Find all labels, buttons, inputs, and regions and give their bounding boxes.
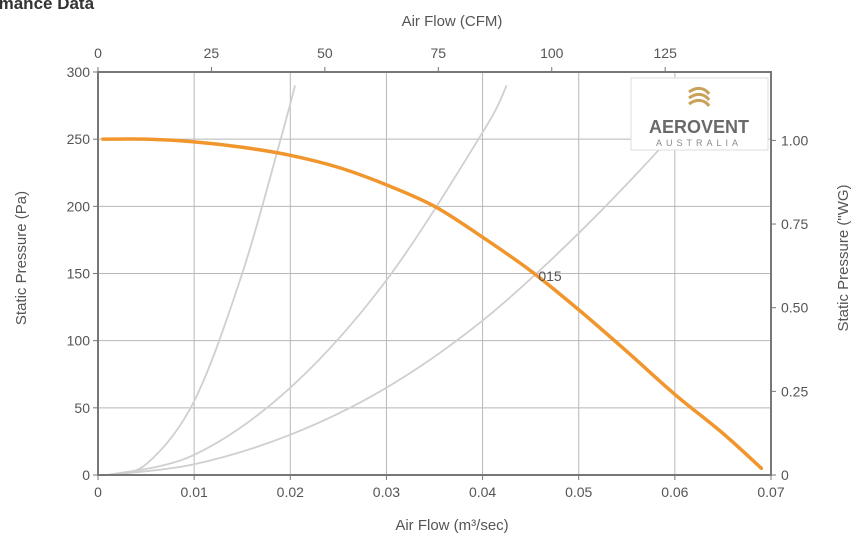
- logo-sub: AUSTRALIA: [656, 138, 742, 148]
- top-tick-label: 0: [94, 45, 102, 61]
- right-tick-label: 0: [781, 467, 789, 483]
- y-tick-label: 50: [74, 400, 90, 416]
- x-tick-label: 0.06: [661, 484, 688, 500]
- page-title: rmance Data: [0, 0, 95, 13]
- y-axis-right-title: Static Pressure ("WG): [835, 184, 852, 331]
- x-axis-bottom-title: Air Flow (m³/sec): [395, 517, 508, 534]
- x-tick-label: 0.01: [181, 484, 208, 500]
- x-tick-label: 0: [94, 484, 102, 500]
- right-tick-label: 0.50: [781, 300, 808, 316]
- y-tick-label: 100: [67, 333, 91, 349]
- y-tick-label: 150: [67, 266, 91, 282]
- system-curves: [107, 84, 715, 476]
- aerovent-logo-mark: [688, 86, 711, 107]
- y-tick-label: 0: [82, 467, 90, 483]
- y-tick-label: 300: [67, 64, 91, 80]
- series-label: 015: [538, 268, 562, 284]
- x-tick-label: 0.03: [373, 484, 400, 500]
- right-tick-label: 0.75: [781, 216, 808, 232]
- x-tick-label: 0.02: [277, 484, 304, 500]
- system-curve: [107, 85, 296, 476]
- top-tick-label: 125: [654, 45, 678, 61]
- x-tick-label: 0.05: [565, 484, 592, 500]
- right-tick-label: 0.25: [781, 383, 808, 399]
- right-tick-label: 1.00: [781, 132, 808, 148]
- fan-curve-series: 015: [101, 137, 764, 471]
- system-curve: [107, 84, 715, 476]
- fan-curve-line: [101, 137, 764, 471]
- x-tick-label: 0.04: [469, 484, 496, 500]
- system-curve: [107, 85, 508, 476]
- x-axis-top-title: Air Flow (CFM): [402, 13, 503, 30]
- y-tick-label: 250: [67, 131, 91, 147]
- aerovent-logo: AEROVENT AUSTRALIA: [630, 77, 769, 151]
- top-tick-label: 50: [317, 45, 333, 61]
- top-tick-label: 100: [540, 45, 564, 61]
- y-tick-label: 200: [67, 198, 91, 214]
- y-axis-left-title: Static Pressure (Pa): [13, 191, 30, 325]
- top-tick-label: 25: [204, 45, 220, 61]
- tick-labels: 0 0.01 0.02 0.03 0.04 0.05 0.06 0.0705010015020…: [67, 45, 809, 500]
- x-tick-label: 0.07: [757, 484, 784, 500]
- logo-name: AEROVENT: [649, 117, 749, 137]
- top-tick-label: 75: [431, 45, 447, 61]
